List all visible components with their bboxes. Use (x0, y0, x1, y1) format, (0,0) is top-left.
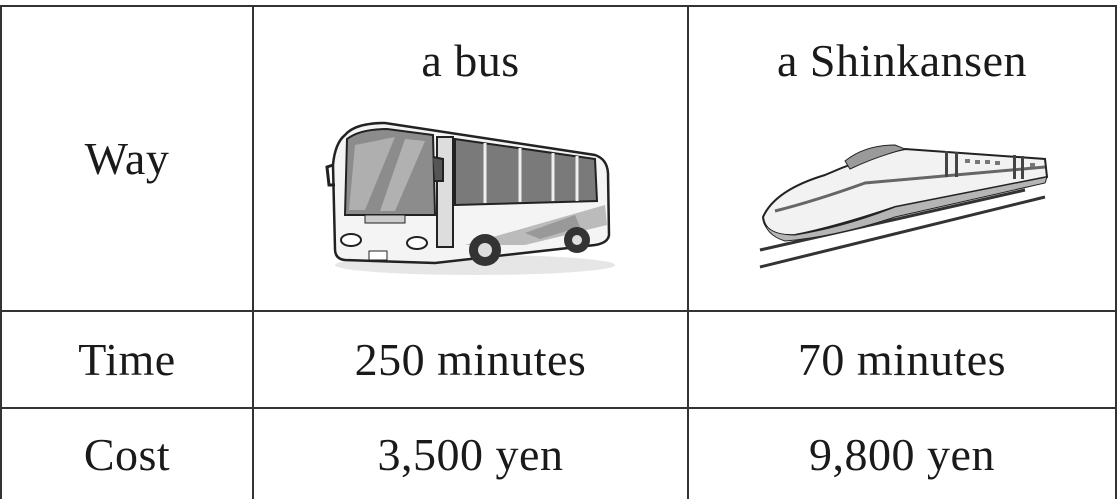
table-border (252, 5, 254, 499)
table-border (0, 5, 2, 499)
column-header: a Shinkansen (776, 34, 1027, 86)
table-border (0, 407, 1117, 409)
table-border (687, 5, 689, 499)
table-cell: 3,500 yen (377, 428, 564, 480)
column-header: a bus (421, 34, 520, 86)
row-header: Cost (83, 428, 171, 480)
table-border (0, 310, 1117, 312)
bus-illustration (325, 121, 615, 275)
row-header: Time (78, 334, 176, 385)
table-cell: 250 minutes (354, 334, 587, 385)
table-border (1115, 5, 1117, 499)
table-cell: 9,800 yen (809, 428, 995, 480)
shinkansen-illustration (759, 144, 1049, 269)
row-header: Way (84, 133, 170, 184)
table-border (0, 5, 1117, 7)
table-cell: 70 minutes (797, 334, 1007, 385)
